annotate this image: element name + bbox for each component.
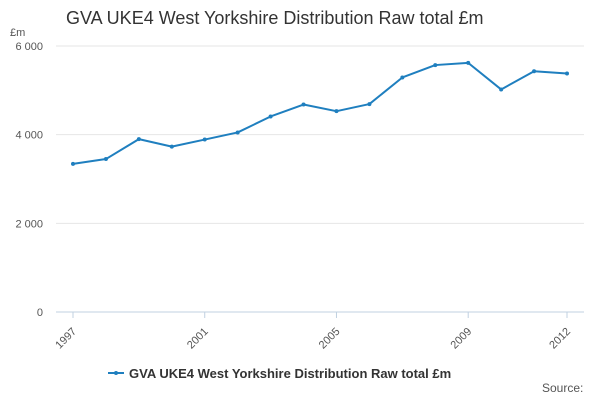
data-point: [400, 75, 405, 80]
y-tick-label: 6 000: [15, 41, 43, 53]
legend-label: GVA UKE4 West Yorkshire Distribution Raw…: [129, 365, 452, 381]
tick-labels: 0 2 000 4 000 6 000 1997 2001 2005 2009 2012: [15, 41, 573, 351]
chart-title: GVA UKE4 West Yorkshire Distribution Raw…: [66, 8, 484, 28]
x-tick-label: 2005: [317, 326, 343, 352]
series-line-group: [71, 60, 569, 166]
data-point: [169, 144, 174, 149]
series-line: [72, 61, 568, 165]
data-point: [103, 157, 108, 162]
data-point: [202, 137, 207, 142]
legend-line-icon: [108, 367, 124, 379]
data-point: [334, 109, 339, 114]
x-tick-label: 1997: [53, 326, 79, 352]
data-point: [433, 63, 438, 68]
data-point: [367, 102, 372, 107]
data-point: [136, 137, 141, 142]
data-point: [268, 114, 273, 119]
y-tick-label: 2 000: [15, 218, 43, 230]
legend[interactable]: GVA UKE4 West Yorkshire Distribution Raw…: [108, 364, 451, 382]
data-point: [499, 87, 504, 92]
x-tick-label: 2001: [185, 326, 211, 352]
source-label: Source:: [542, 381, 584, 395]
data-point: [466, 60, 471, 65]
x-axis: [56, 311, 584, 318]
data-point: [235, 130, 240, 135]
data-point: [565, 71, 569, 76]
x-tick-label: 2012: [547, 326, 573, 352]
data-point: [532, 69, 537, 74]
x-tick-label: 2009: [449, 326, 475, 352]
data-point: [71, 161, 75, 166]
y-axis-label: £m: [10, 27, 25, 39]
y-tick-label: 0: [37, 307, 43, 319]
y-tick-label: 4 000: [15, 130, 43, 142]
gridlines: [56, 45, 584, 224]
data-point: [301, 102, 306, 107]
